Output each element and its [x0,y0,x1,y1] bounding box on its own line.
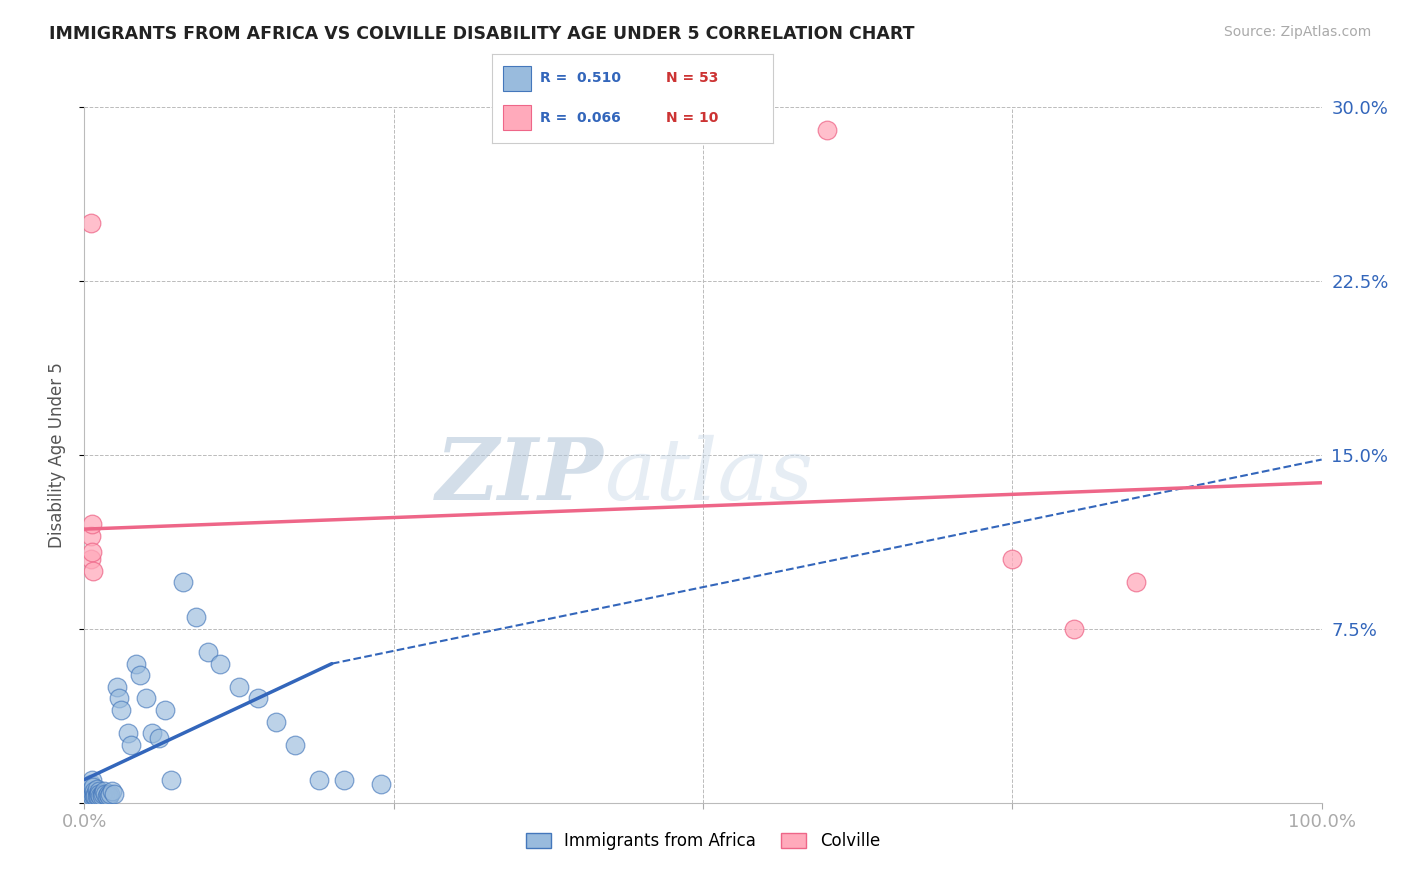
Point [129,668,152,682]
Point [1063,622,1085,636]
FancyBboxPatch shape [503,105,531,130]
Point [79,784,101,798]
Point [82,564,104,578]
Point [370,777,392,791]
Point [197,645,219,659]
Point [141,726,163,740]
Point [815,123,838,137]
Point [100,784,122,798]
Text: N = 53: N = 53 [666,71,718,86]
Point [79,216,101,230]
Point [135,691,157,706]
Point [98,787,121,801]
Point [86,781,108,796]
Point [93,784,115,798]
Point [108,691,131,706]
Legend: Immigrants from Africa, Colville: Immigrants from Africa, Colville [519,826,887,857]
Y-axis label: Disability Age Under 5: Disability Age Under 5 [48,362,66,548]
Point [333,772,356,787]
Text: atlas: atlas [605,434,813,517]
Point [84,787,107,801]
Point [79,552,101,566]
Point [117,726,139,740]
Point [84,789,107,803]
Point [86,789,108,803]
Point [264,714,287,729]
Point [98,789,121,803]
Text: IMMIGRANTS FROM AFRICA VS COLVILLE DISABILITY AGE UNDER 5 CORRELATION CHART: IMMIGRANTS FROM AFRICA VS COLVILLE DISAB… [49,25,915,43]
Point [120,738,142,752]
Text: Source: ZipAtlas.com: Source: ZipAtlas.com [1223,25,1371,39]
Point [91,787,114,801]
Point [105,680,128,694]
Text: N = 10: N = 10 [666,111,718,125]
Point [1125,575,1147,590]
Point [79,529,101,543]
Point [79,787,101,801]
Point [82,787,104,801]
Point [90,787,112,801]
Point [80,772,103,787]
Point [89,784,111,798]
Text: ZIP: ZIP [436,434,605,517]
Point [90,789,112,803]
Point [284,738,307,752]
Point [308,772,330,787]
Point [96,789,118,803]
Point [103,787,125,801]
Point [160,772,183,787]
Point [97,787,120,801]
Point [80,545,103,559]
Text: R =  0.510: R = 0.510 [540,71,621,86]
Point [87,787,110,801]
FancyBboxPatch shape [503,66,531,91]
Point [77,789,100,803]
Point [83,784,105,798]
Point [94,787,117,801]
Point [110,703,132,717]
Point [172,575,194,590]
Point [82,780,104,794]
Point [89,789,111,803]
Point [87,789,110,803]
Point [79,777,101,791]
Point [125,657,148,671]
Point [80,789,103,803]
Point [209,657,232,671]
Point [184,610,207,624]
Point [89,787,111,801]
Point [80,517,103,532]
Point [228,680,250,694]
Point [83,789,105,803]
Point [153,703,176,717]
Text: R =  0.066: R = 0.066 [540,111,620,125]
Point [1001,552,1024,566]
Point [246,691,269,706]
Point [148,731,170,745]
